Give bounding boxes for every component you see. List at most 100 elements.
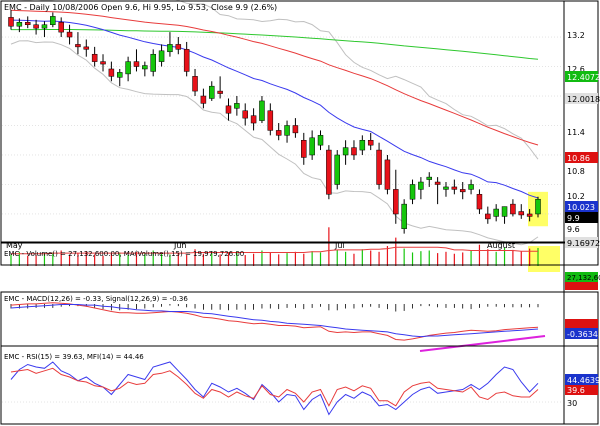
- latest-volume-highlight: [528, 246, 560, 272]
- indicator-lines: [10, 0, 539, 246]
- tag-signal: [565, 328, 598, 339]
- mfi-line: [10, 361, 539, 416]
- candle-up: [116, 72, 123, 78]
- price-tick-11.40: 11.4: [567, 128, 585, 137]
- candle-up: [426, 176, 433, 180]
- macd-series: [10, 302, 546, 352]
- candle-up: [409, 184, 416, 200]
- candle-up: [501, 206, 508, 217]
- volume-ma-line: [11, 246, 538, 255]
- candle-down: [326, 149, 332, 195]
- month-label-jun: Jun: [173, 241, 187, 250]
- candle-up: [158, 50, 165, 62]
- tag-ma200-text: 12.4072: [567, 73, 600, 82]
- ma-red-line: [10, 9, 539, 146]
- candle-up: [234, 103, 240, 109]
- candle-down: [434, 181, 441, 185]
- tag-volume: [565, 272, 598, 282]
- candle-down: [8, 17, 14, 27]
- candle-up: [418, 181, 424, 190]
- candle-up: [535, 198, 541, 215]
- lower-band-line: [10, 40, 539, 246]
- candlestick-series: [8, 10, 541, 234]
- candle-down: [192, 76, 198, 92]
- candle-down: [518, 211, 525, 216]
- candle-up: [125, 61, 131, 75]
- candle-down: [75, 44, 81, 48]
- candle-up: [16, 22, 23, 27]
- candle-down: [476, 194, 483, 210]
- grid-layer: [2, 36, 563, 403]
- candle-down: [367, 139, 374, 146]
- candle-down: [83, 46, 90, 50]
- candle-up: [150, 53, 156, 72]
- month-label-august: August: [487, 241, 515, 250]
- candle-down: [250, 115, 257, 124]
- candle-down: [175, 44, 182, 50]
- candle-down: [242, 110, 248, 119]
- candle-down: [200, 95, 207, 104]
- price-tick-10.20: 10.2: [567, 192, 585, 201]
- candle-down: [66, 31, 73, 38]
- tag-mfi: [565, 374, 598, 385]
- candle-down: [183, 49, 190, 72]
- tag-mfi-text: 44.4639: [567, 376, 600, 385]
- candle-up: [284, 125, 290, 136]
- rsi-mfi-series: [10, 361, 539, 416]
- candle-down: [451, 186, 458, 190]
- candle-up: [468, 184, 474, 190]
- tag-macd: [565, 319, 598, 328]
- macd-line: [10, 302, 539, 341]
- tag-lower-band: [565, 237, 598, 248]
- candle-up: [41, 24, 48, 29]
- price-tick-9.60: 9.6: [567, 225, 580, 234]
- candle-up: [493, 208, 499, 217]
- tag-ma20-text: 10.023: [567, 203, 595, 212]
- tag-volume-text: 27,132,600.0: [567, 274, 600, 282]
- candle-down: [24, 22, 31, 25]
- candle-up: [142, 65, 148, 70]
- rsi-chart-title: EMC - RSI(15) = 39.63, MFI(14) = 44.46: [4, 353, 144, 361]
- month-label-may: May: [6, 241, 23, 250]
- candle-up: [334, 154, 340, 185]
- tag-band-text: 12.0018: [567, 95, 600, 104]
- rsi-line: [10, 367, 539, 407]
- tag-ma50: [565, 152, 598, 163]
- tag-signal-text: -0.36342: [567, 330, 600, 339]
- candle-down: [376, 149, 382, 185]
- candle-down: [100, 61, 106, 65]
- candle-down: [351, 147, 357, 156]
- tag-ma200: [565, 71, 598, 82]
- tag-lower-band-text: 9.16972: [567, 239, 600, 248]
- candle-up: [209, 85, 215, 99]
- candle-down: [267, 110, 274, 131]
- candle-down: [459, 189, 466, 193]
- candle-down: [33, 24, 39, 29]
- candle-down: [526, 213, 533, 217]
- tag-volume-ma: [565, 282, 598, 290]
- tag-ma20: [565, 201, 598, 212]
- candle-down: [108, 68, 115, 77]
- tag-close: [565, 212, 598, 223]
- candle-up: [50, 16, 56, 25]
- candle-up: [443, 186, 449, 190]
- candle-down: [292, 125, 299, 134]
- candle-down: [301, 139, 307, 158]
- candle-down: [133, 61, 140, 67]
- candle-down: [91, 53, 98, 62]
- price-panel-frame: [0, 0, 599, 243]
- candle-down: [225, 105, 232, 114]
- tag-ma50-text: 10.86: [567, 154, 590, 163]
- ma-green-line: [11, 29, 539, 60]
- candle-up: [342, 147, 349, 156]
- month-label-jul: Jul: [334, 241, 345, 250]
- candle-down: [510, 203, 516, 215]
- candle-down: [58, 22, 64, 33]
- candle-down: [275, 130, 282, 136]
- volume-panel-frame: [0, 242, 599, 266]
- candle-up: [309, 137, 315, 156]
- tag-band: [565, 93, 598, 104]
- upper-band-line: [19, 0, 539, 160]
- volume-bars: [10, 227, 539, 266]
